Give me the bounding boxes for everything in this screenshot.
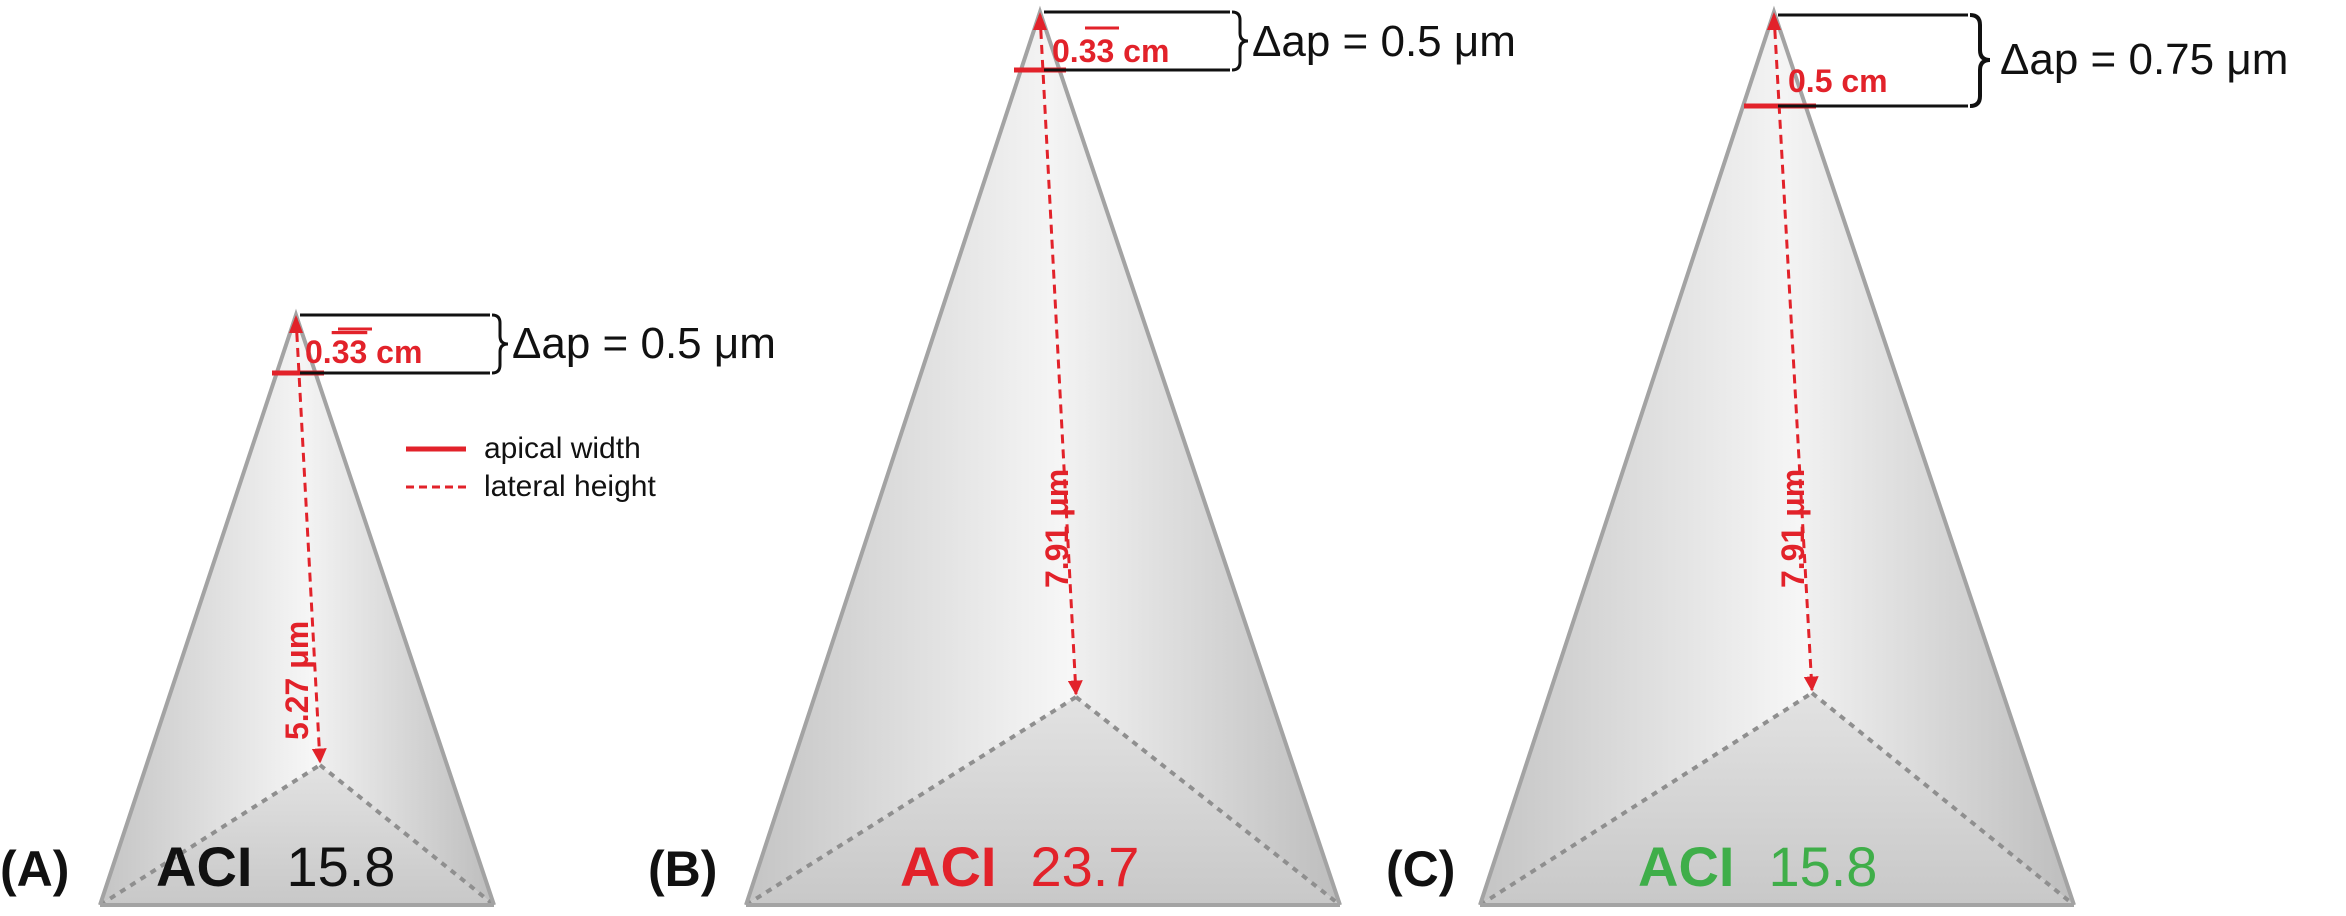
brace-a xyxy=(491,313,509,375)
aci-word-a: ACI xyxy=(156,835,252,898)
panel-b: 0.33 cm Δap = 0.5 μm 7.91 μm (B) ACI 23.7 xyxy=(648,5,1516,907)
legend-lateral-label: lateral height xyxy=(484,470,656,503)
apical-width-label-b: 0.33 cm xyxy=(1052,33,1169,69)
apical-width-label-c: 0.5 cm xyxy=(1788,63,1888,99)
aci-word-c: ACI xyxy=(1638,835,1734,898)
aci-label-c: ACI 15.8 xyxy=(1638,835,1877,898)
cone-c xyxy=(1478,5,2076,907)
aci-label-a: ACI 15.8 xyxy=(156,835,395,898)
legend-apical-label: apical width xyxy=(484,432,641,465)
apex-arrowhead-a xyxy=(289,315,303,333)
bracket-lines-b xyxy=(1044,10,1230,72)
delta-label-b: Δap = 0.5 μm xyxy=(1252,17,1516,66)
cone-a xyxy=(98,308,496,907)
panel-label-a: (A) xyxy=(0,841,69,897)
lateral-height-arrow-c xyxy=(1772,14,1819,692)
legend: apical width lateral height xyxy=(406,432,656,503)
bracket-lines-a xyxy=(300,313,490,375)
brace-c xyxy=(1969,13,1991,108)
panel-c: 0.5 cm Δap = 0.75 μm 7.91 μm (C) ACI 15.8 xyxy=(1386,5,2288,907)
aci-value-a: 15.8 xyxy=(286,835,395,898)
bracket-lines-c xyxy=(1778,13,1968,108)
aci-label-b: ACI 23.7 xyxy=(900,835,1139,898)
lateral-height-label-c: 7.91 μm xyxy=(1775,469,1811,588)
panel-a: 0.33 cm Δap = 0.5 μm 5.27 μm (A) ACI 15.8 xyxy=(0,308,776,907)
apical-width-label-a: 0.33 cm xyxy=(305,334,422,370)
aci-value-b: 23.7 xyxy=(1030,835,1139,898)
panel-label-c: (C) xyxy=(1386,841,1455,897)
apex-arrowhead-b xyxy=(1033,12,1047,30)
apex-arrowhead-c xyxy=(1767,12,1781,30)
aci-value-c: 15.8 xyxy=(1768,835,1877,898)
panel-label-b: (B) xyxy=(648,841,717,897)
lateral-height-arrow-b xyxy=(1038,14,1083,696)
cone-b xyxy=(744,5,1342,907)
brace-b xyxy=(1231,10,1249,72)
lateral-height-label-a: 5.27 μm xyxy=(279,621,315,740)
delta-label-c: Δap = 0.75 μm xyxy=(2000,35,2288,84)
delta-label-a: Δap = 0.5 μm xyxy=(512,319,776,368)
aci-word-b: ACI xyxy=(900,835,996,898)
lateral-height-label-b: 7.91 μm xyxy=(1039,469,1075,588)
